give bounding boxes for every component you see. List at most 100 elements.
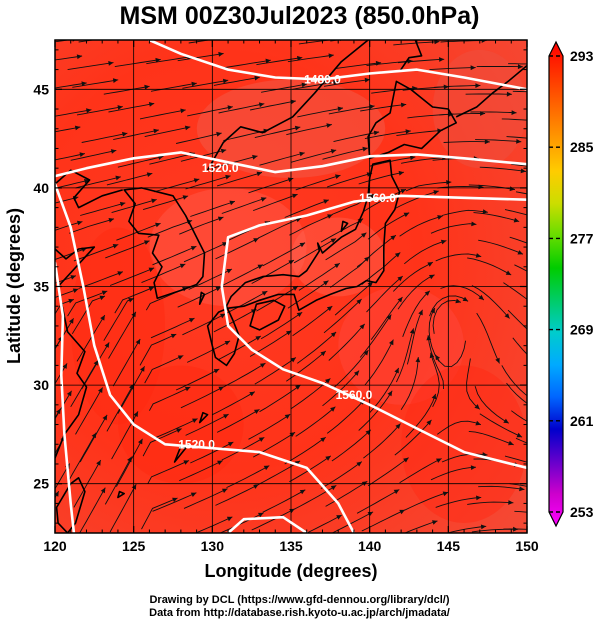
streamline	[259, 384, 301, 413]
streamline	[514, 264, 527, 272]
streamline	[335, 62, 382, 70]
streamline-arrow	[330, 238, 337, 243]
streamline	[79, 414, 108, 463]
streamline	[72, 79, 119, 88]
streamline-arrow	[495, 357, 500, 364]
streamline-arrow	[470, 65, 476, 71]
streamline	[286, 124, 332, 136]
streamline	[248, 177, 294, 194]
streamline	[503, 36, 549, 37]
x-tick-label: 145	[437, 538, 461, 554]
contour-1520-3	[55, 182, 356, 533]
streamline-arrow	[252, 154, 258, 160]
coastline-russia-coast	[206, 40, 369, 171]
streamline-arrow	[112, 244, 119, 249]
streamline-arrow	[520, 168, 526, 174]
streamline-arrow	[289, 508, 295, 514]
coastline-kuril	[455, 64, 527, 118]
streamline	[221, 197, 267, 214]
streamline-arrow	[81, 81, 87, 87]
streamline-arrow	[86, 108, 92, 113]
streamline	[325, 480, 368, 507]
field-patch-7	[432, 49, 527, 169]
streamline-arrow	[225, 174, 231, 180]
streamline	[220, 512, 264, 533]
streamline	[441, 209, 488, 216]
streamline-arrow	[255, 336, 261, 341]
streamline-arrow	[531, 398, 537, 403]
streamline-arrow	[170, 333, 177, 339]
x-tick-label: 125	[122, 538, 146, 554]
streamline-arrow	[138, 438, 143, 445]
streamline-arrow	[540, 340, 545, 345]
streamline	[55, 275, 77, 284]
streamline-arrow	[330, 149, 337, 154]
streamline	[113, 129, 159, 141]
streamline	[224, 59, 271, 69]
streamline-arrow	[410, 155, 416, 161]
streamline-arrow	[229, 35, 234, 40]
streamline	[187, 106, 233, 117]
streamline-arrow	[328, 53, 334, 59]
contour-1480-0	[148, 40, 527, 91]
streamline-arrow	[405, 129, 411, 134]
streamline-arrow	[333, 80, 339, 85]
streamline-arrow	[516, 139, 522, 144]
streamline	[139, 333, 177, 366]
streamline-arrow	[226, 269, 232, 274]
streamline	[430, 352, 440, 407]
streamline	[139, 109, 186, 120]
contour-label-4: 1520.0	[178, 437, 215, 451]
streamline	[55, 109, 92, 117]
streamline-arrow	[56, 408, 61, 415]
streamline	[182, 79, 229, 89]
streamline-arrow	[151, 31, 156, 36]
streamline-arrow	[135, 339, 141, 345]
streamline	[150, 82, 197, 92]
streamline	[153, 178, 200, 193]
streamline-arrow	[93, 360, 99, 366]
streamline	[141, 497, 178, 530]
streamline-arrow	[96, 460, 101, 466]
coastline-hokkaido	[367, 80, 457, 160]
streamline	[262, 242, 306, 267]
x-tick-labels: 120 125 130 135 140 145 150	[43, 538, 539, 554]
streamline	[216, 171, 263, 187]
streamline	[183, 488, 228, 509]
streamline	[509, 236, 527, 244]
streamline	[467, 501, 514, 505]
streamline-arrow	[433, 190, 439, 195]
streamline	[256, 57, 303, 66]
streamline-arrow	[68, 298, 74, 304]
streamline	[251, 508, 295, 531]
streamline-arrow	[432, 520, 438, 525]
streamline-arrow	[254, 409, 260, 414]
y-tick-label: 40	[33, 180, 49, 196]
streamline-arrow	[191, 81, 197, 87]
streamline-arrow	[403, 212, 410, 218]
streamline-arrow	[117, 271, 123, 276]
streamline	[146, 56, 193, 65]
streamline	[434, 85, 481, 88]
streamline-arrow	[148, 267, 155, 273]
streamline	[76, 106, 123, 116]
streamline-arrow	[538, 306, 544, 311]
streamline-arrow	[326, 123, 332, 128]
contour-1560-2	[220, 194, 527, 470]
streamline	[109, 267, 155, 286]
streamline	[501, 365, 527, 397]
streamline	[55, 463, 71, 490]
streamline	[331, 511, 374, 533]
streamline-arrow	[326, 306, 333, 312]
streamline	[221, 437, 265, 461]
streamline	[293, 238, 337, 264]
height-contours	[55, 40, 527, 533]
streamline	[114, 59, 161, 68]
streamline	[297, 107, 344, 118]
streamline-arrow	[216, 131, 222, 137]
streamline-arrow	[294, 125, 301, 131]
streamline	[287, 280, 329, 309]
streamline	[215, 237, 259, 260]
streamline	[262, 489, 306, 513]
streamline	[147, 460, 190, 484]
